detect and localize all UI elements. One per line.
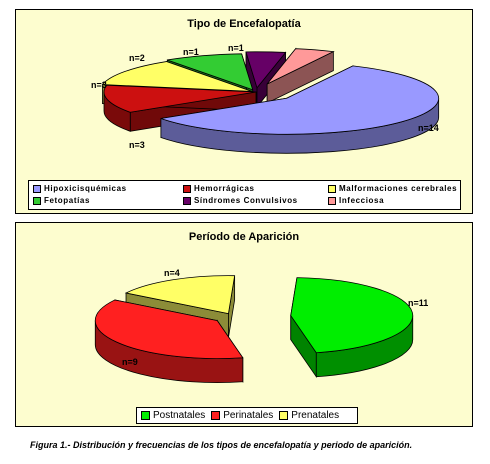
pie-slice-perinatales (94, 299, 244, 384)
legend-item-perinatales: Perinatales (211, 410, 273, 421)
data-label-hipoxicisquemicas: n=14 (418, 123, 439, 133)
legend-swatch (328, 196, 336, 205)
aparicion-pie-chart: n=11 n=9 n=4 (94, 268, 428, 384)
data-label-fetopatias: n=2 (129, 53, 145, 63)
legend-item-malformaciones: Malformaciones cerebrales (328, 184, 458, 193)
legend-swatch (183, 184, 191, 193)
figure-caption: Figura 1.- Distribución y frecuencias de… (30, 440, 413, 450)
data-label-postnatales: n=11 (408, 298, 428, 308)
legend-swatch (183, 196, 191, 205)
legend-item-prenatales: Prenatales (279, 410, 339, 421)
pie-slice-postnatales (290, 277, 414, 379)
pie-slice-hipoxicisquemicas (160, 65, 440, 154)
legend-swatch (279, 411, 289, 420)
legend-item-infecciosa: Infecciosa (328, 196, 458, 205)
pie-slice-infecciosa (266, 47, 335, 105)
legend-swatch (328, 184, 336, 193)
legend-swatch (33, 196, 41, 205)
chart-title: Tipo de Encefalopatía (187, 18, 301, 30)
legend-item-hipoxicisquemicas: Hipoxicisquémicas (33, 184, 183, 193)
legend-swatch (211, 411, 221, 420)
chart-legend: Postnatales Perinatales Prenatales (136, 407, 358, 424)
legend-item-sindromes-convulsivos: Síndromes Convulsivos (183, 196, 328, 205)
encefalopatia-chart-panel: Tipo de Encefalopatía n=14 n=3 n=3 n=2 n=1 n=… (15, 9, 473, 214)
chart-title: Período de Aparición (188, 231, 300, 243)
data-label-sindromes-convulsivos: n=1 (183, 47, 199, 57)
legend-swatch (33, 184, 41, 193)
data-label-malformaciones-cerebrales: n=3 (91, 80, 107, 90)
legend-swatch (141, 411, 150, 420)
legend-item-fetopatias: Fetopatías (33, 196, 183, 205)
chart-legend: Hipoxicisquémicas Hemorrágicas Malformac… (28, 180, 461, 210)
legend-item-postnatales: Postnatales (141, 410, 205, 421)
legend-item-hemorragicas: Hemorrágicas (183, 184, 328, 193)
data-label-prenatales: n=4 (164, 268, 180, 278)
data-label-perinatales: n=9 (122, 357, 138, 367)
data-label-hemorragicas: n=3 (129, 140, 145, 150)
aparicion-chart-panel: Período de Aparición n=11 n=9 n=4 Postnata… (15, 222, 473, 427)
data-label-infecciosa: n=1 (228, 43, 244, 53)
encefalopatia-pie-chart: n=14 n=3 n=3 n=2 n=1 n=1 (91, 43, 440, 154)
